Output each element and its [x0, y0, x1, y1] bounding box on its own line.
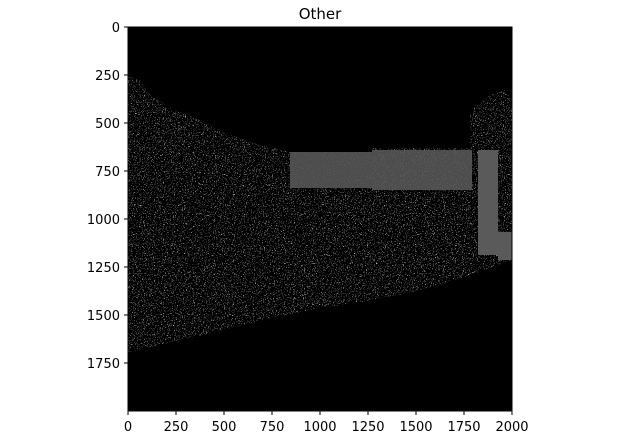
gray-patch	[478, 150, 498, 255]
y-tick-label: 750	[95, 165, 120, 180]
gray-patch	[372, 150, 472, 190]
x-tick-label: 2000	[495, 420, 528, 435]
y-tick-label: 250	[95, 69, 120, 84]
x-tick-label: 1750	[447, 420, 480, 435]
x-tick-label: 1250	[351, 420, 384, 435]
plot-title: Other	[299, 5, 342, 23]
x-axis: 0 250 500 750 1000 1250 1500 1750 2000	[124, 411, 529, 435]
y-tick-label: 1500	[87, 309, 120, 324]
y-tick-label: 1250	[87, 261, 120, 276]
gray-patch	[290, 152, 372, 188]
y-axis: 0 250 500 750 1000 1250 1500 1750	[87, 21, 128, 372]
x-tick-label: 0	[124, 420, 132, 435]
gray-patch	[498, 232, 512, 260]
y-tick-label: 0	[112, 21, 120, 36]
x-tick-label: 250	[164, 420, 189, 435]
y-tick-label: 1750	[87, 357, 120, 372]
image-panel	[128, 27, 512, 411]
x-tick-label: 1000	[303, 420, 336, 435]
x-tick-label: 750	[260, 420, 285, 435]
y-tick-label: 1000	[87, 213, 120, 228]
x-tick-label: 1500	[399, 420, 432, 435]
y-tick-label: 500	[95, 117, 120, 132]
x-tick-label: 500	[212, 420, 237, 435]
